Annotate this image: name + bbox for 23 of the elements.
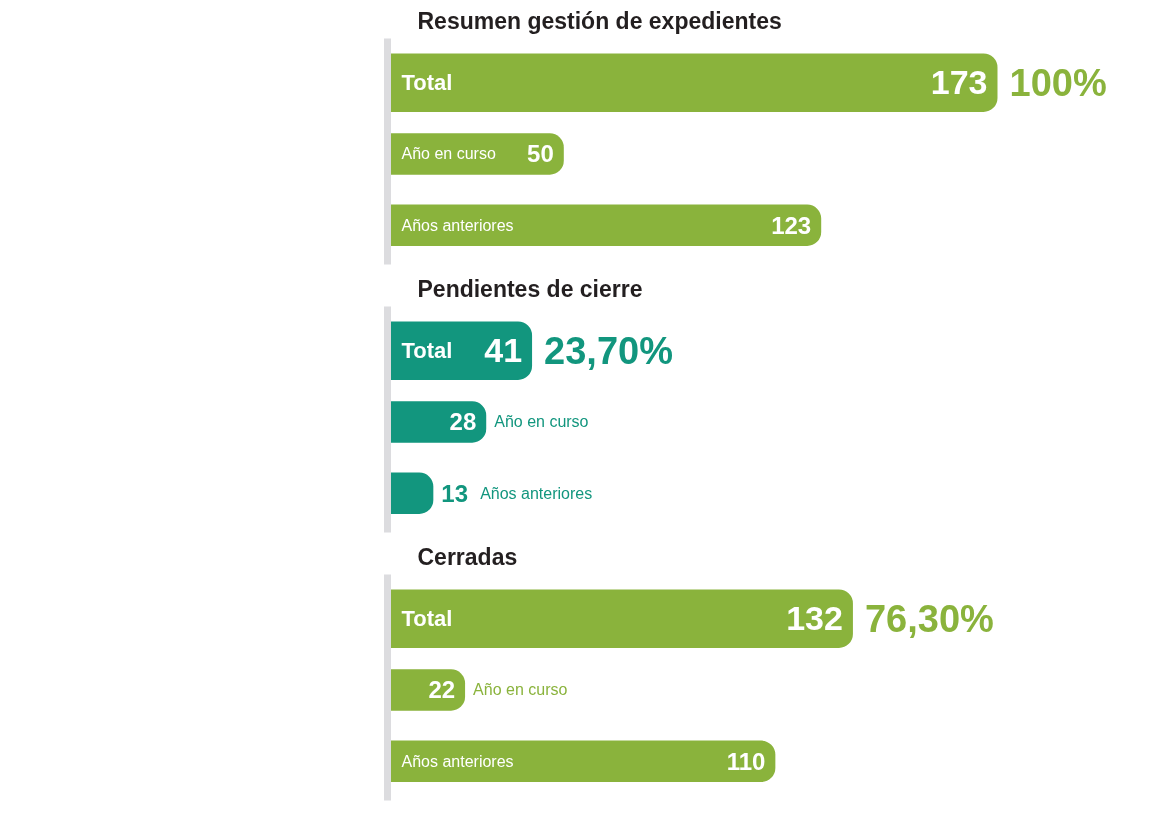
data-label: 13	[441, 479, 469, 507]
annotation: 23,70%	[544, 329, 673, 372]
y-tick-label: Total	[401, 606, 453, 632]
chart-title: Pendientes de cierre	[417, 275, 643, 302]
data-label: 50	[527, 140, 554, 168]
y-tick-label: Años anteriores	[401, 216, 514, 234]
y-tick-label: Total	[401, 338, 453, 364]
data-label: 123	[771, 211, 812, 239]
y-tick-label: Años anteriores	[401, 752, 514, 770]
y-tick-label: Año en curso	[473, 681, 568, 699]
y-tick-label: Años anteriores	[480, 484, 593, 502]
y-tick-label: Año en curso	[494, 413, 589, 431]
data-label: 132	[786, 599, 843, 638]
data-label: 28	[449, 408, 477, 436]
annotation: 76,30%	[864, 597, 994, 640]
y-tick-label: Total	[401, 70, 453, 96]
data-label: 22	[428, 676, 456, 704]
data-label: 173	[930, 63, 988, 102]
chart-title: Cerradas	[417, 543, 518, 570]
chart-title: Resumen gestión de expedientes	[417, 7, 782, 34]
data-label: 41	[484, 331, 523, 370]
y-tick-label: Año en curso	[401, 145, 496, 163]
data-label: 110	[726, 747, 766, 775]
